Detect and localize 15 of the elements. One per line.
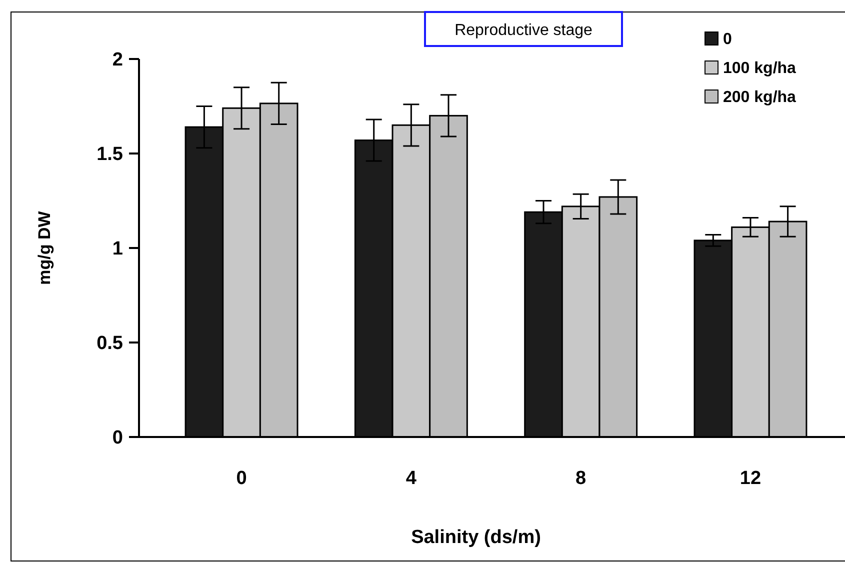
- legend-label: 100 kg/ha: [723, 60, 796, 77]
- x-tick-label: 0: [236, 468, 247, 489]
- y-tick-label: 1: [112, 238, 124, 260]
- x-axis-title: Salinity (ds/m): [411, 527, 541, 548]
- legend-label: 200 kg/ha: [723, 89, 796, 106]
- y-tick-label: 0.5: [96, 333, 124, 354]
- y-tick-label: 1.5: [96, 144, 124, 166]
- chart-title: Reproductive stage: [454, 22, 593, 39]
- y-axis-title: mg/g DW: [35, 210, 54, 285]
- x-tick-label: 8: [576, 468, 586, 489]
- x-tick-label: 4: [406, 468, 417, 489]
- y-tick-label: 2: [112, 50, 123, 71]
- legend-label: 0: [723, 31, 732, 48]
- y-tick-label: 0: [112, 428, 123, 449]
- x-tick-label: 12: [740, 468, 762, 489]
